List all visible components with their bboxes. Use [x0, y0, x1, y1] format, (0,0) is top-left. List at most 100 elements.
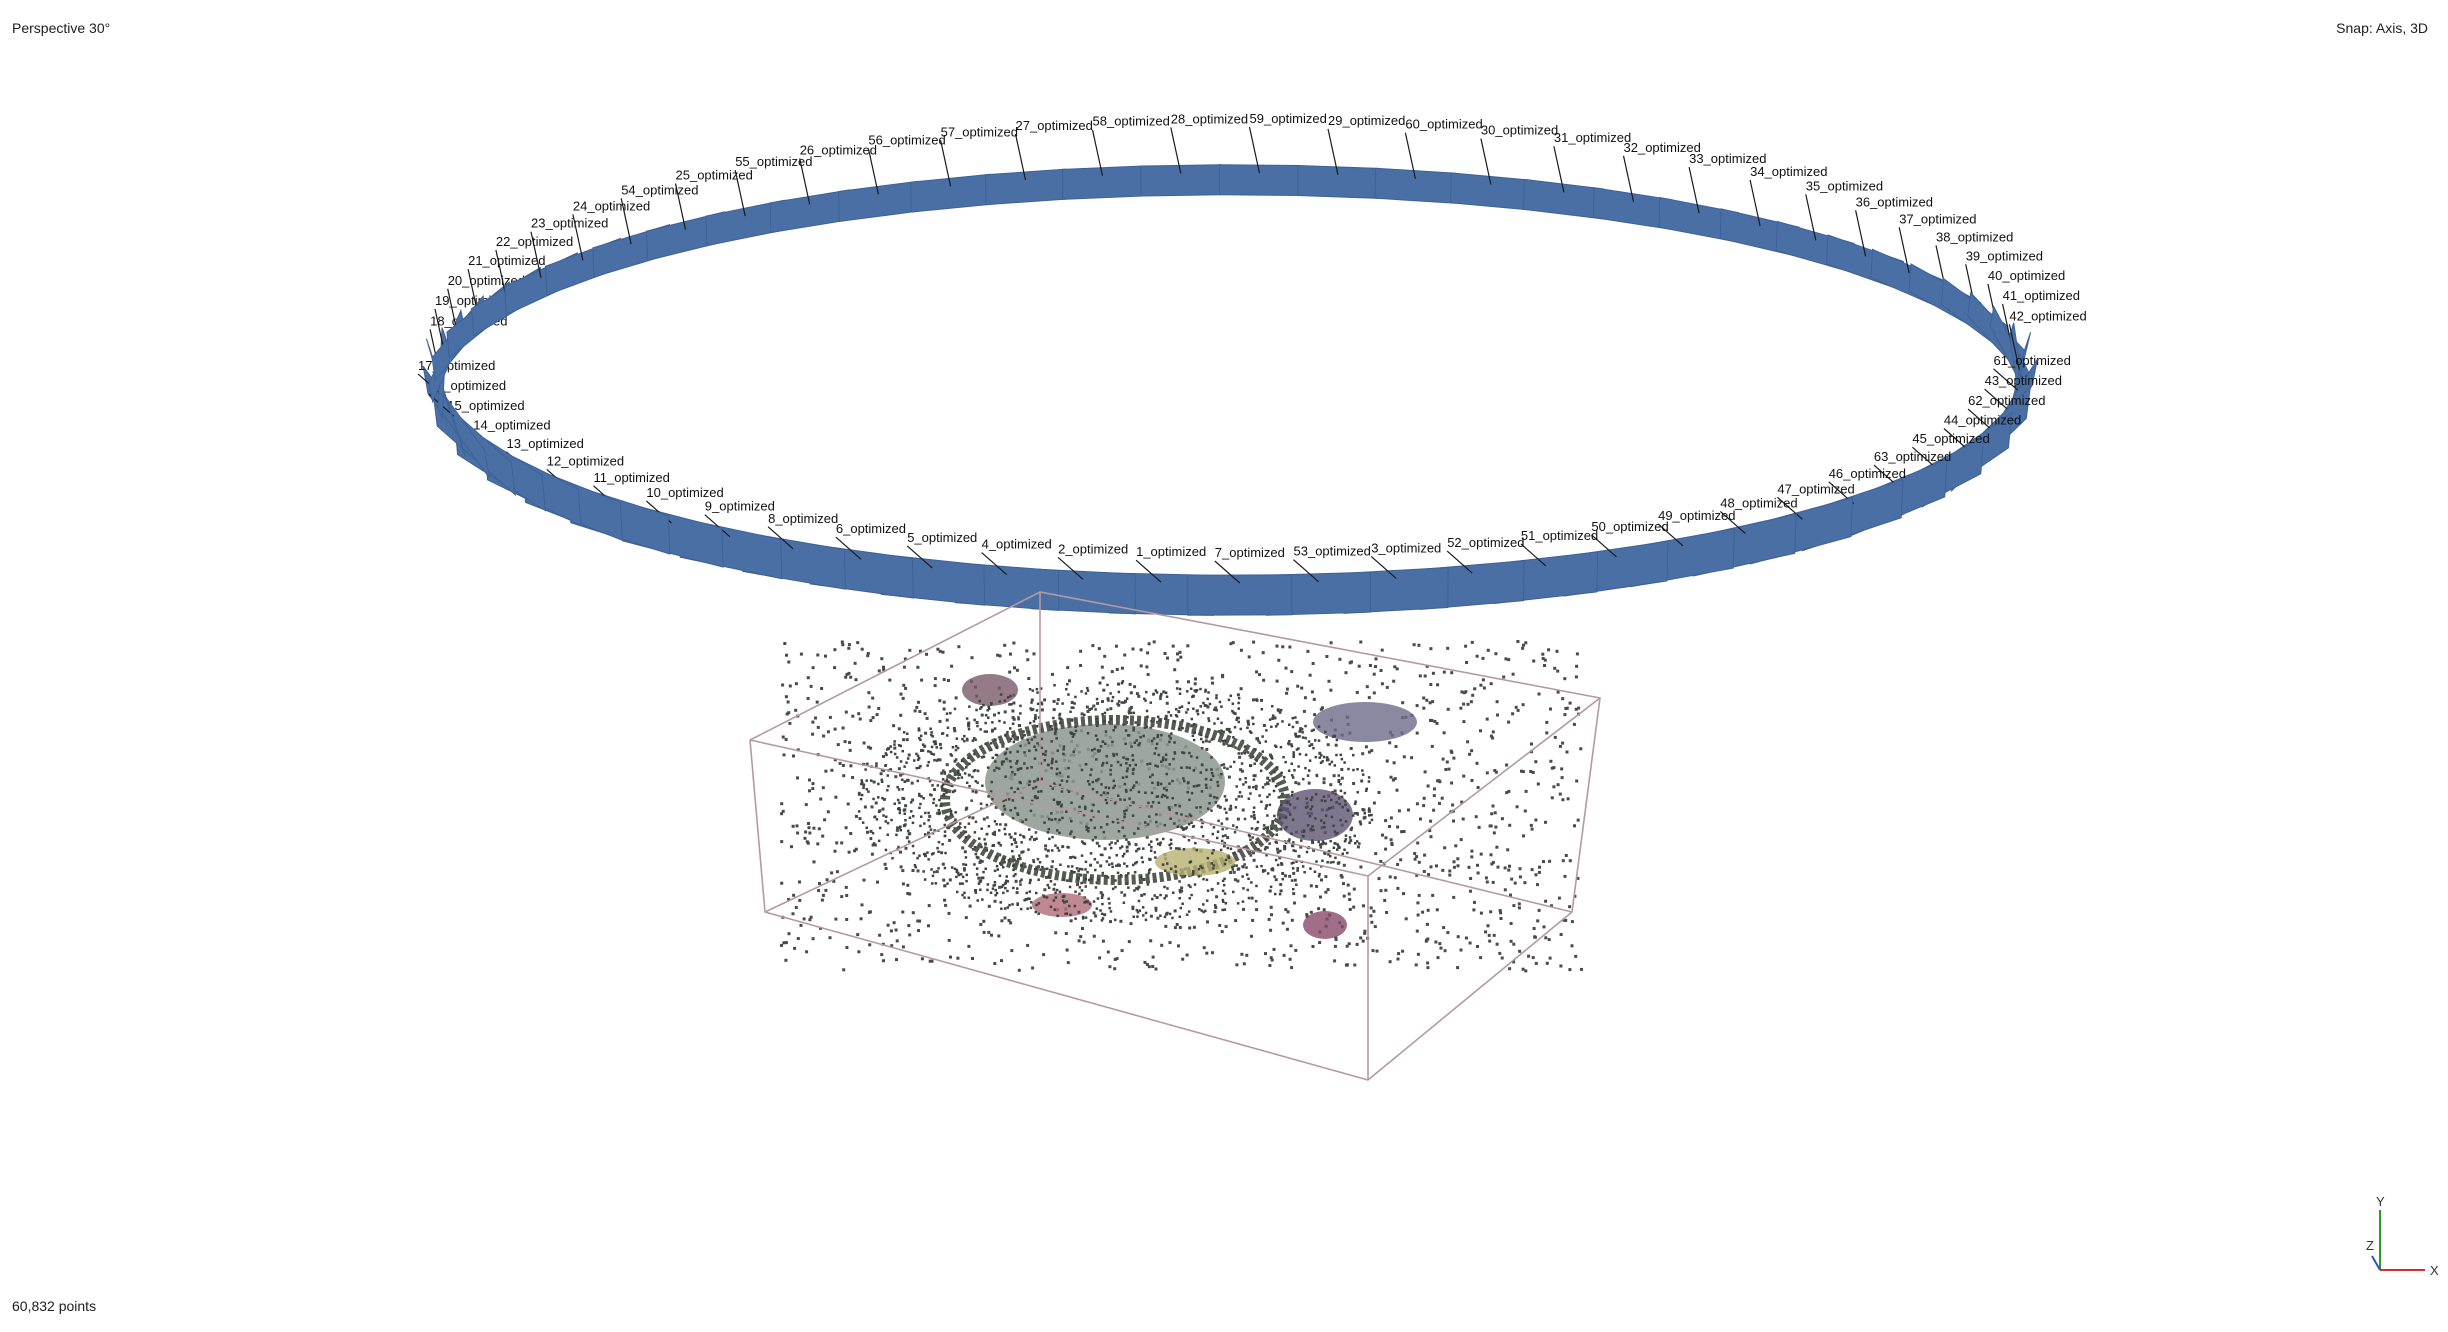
camera-label[interactable]: 35_optimized: [1806, 178, 1883, 193]
cloud-point: [1329, 688, 1333, 692]
camera-plane[interactable]: [1140, 164, 1222, 197]
cloud-point: [974, 820, 978, 824]
camera-plane[interactable]: [1523, 178, 1605, 220]
camera-label[interactable]: 30_optimized: [1481, 123, 1558, 138]
camera-label[interactable]: 28_optimized: [1171, 111, 1248, 126]
camera-label[interactable]: 38_optimized: [1936, 229, 2013, 244]
camera-label[interactable]: 55_optimized: [735, 154, 812, 169]
camera-label[interactable]: 45_optimized: [1912, 431, 1989, 446]
camera-label[interactable]: 14_optimized: [473, 417, 550, 432]
camera-label[interactable]: 58_optimized: [1093, 114, 1170, 129]
camera-label[interactable]: 24_optimized: [573, 198, 650, 213]
cloud-point: [1106, 815, 1109, 818]
cloud-point: [1143, 726, 1147, 729]
camera-label[interactable]: 31_optimized: [1554, 130, 1631, 145]
cloud-point: [1031, 799, 1034, 803]
camera-plane[interactable]: [1219, 164, 1300, 197]
camera-label[interactable]: 42_optimized: [2009, 308, 2086, 323]
camera-label[interactable]: 3_optimized: [1371, 540, 1441, 555]
camera-plane[interactable]: [1297, 164, 1379, 199]
camera-label[interactable]: 63_optimized: [1874, 449, 1951, 464]
cloud-point: [1168, 843, 1171, 847]
camera-label[interactable]: 25_optimized: [676, 168, 753, 183]
camera-label[interactable]: 2_optimized: [1058, 541, 1128, 556]
cloud-point: [986, 709, 989, 712]
cloud-point: [1101, 713, 1104, 716]
camera-label[interactable]: 54_optimized: [621, 182, 698, 197]
camera-label[interactable]: 15_optimized: [447, 398, 524, 413]
camera-label[interactable]: 53_optimized: [1294, 544, 1371, 559]
camera-label[interactable]: 29_optimized: [1328, 113, 1405, 128]
cloud-point: [1190, 893, 1193, 897]
camera-plane[interactable]: [1187, 574, 1293, 616]
camera-label[interactable]: 9_optimized: [705, 499, 775, 514]
camera-label[interactable]: 37_optimized: [1899, 211, 1976, 226]
camera-label[interactable]: 12_optimized: [547, 453, 624, 468]
camera-label[interactable]: 43_optimized: [1985, 373, 2062, 388]
camera-label[interactable]: 16_optimized: [429, 378, 506, 393]
cloud-point: [1281, 720, 1284, 723]
camera-plane[interactable]: [985, 168, 1067, 206]
camera-label[interactable]: 13_optimized: [507, 436, 584, 451]
camera-label[interactable]: 48_optimized: [1720, 495, 1797, 510]
cloud-point: [968, 705, 971, 708]
camera-label[interactable]: 26_optimized: [800, 142, 877, 157]
camera-label[interactable]: 17_optimized: [418, 358, 495, 373]
camera-label[interactable]: 40_optimized: [1988, 268, 2065, 283]
camera-label[interactable]: 44_optimized: [1944, 413, 2021, 428]
cloud-point: [1205, 768, 1208, 772]
cloud-point: [1188, 766, 1191, 770]
camera-plane[interactable]: [1374, 167, 1456, 204]
camera-label[interactable]: 56_optimized: [868, 132, 945, 147]
camera-label[interactable]: 27_optimized: [1016, 118, 1093, 133]
cloud-point: [1356, 845, 1360, 849]
camera-label[interactable]: 39_optimized: [1966, 248, 2043, 263]
camera-plane[interactable]: [769, 189, 851, 234]
camera-plane[interactable]: [1062, 165, 1144, 200]
camera-label[interactable]: 47_optimized: [1777, 481, 1854, 496]
cloud-point: [1051, 787, 1054, 790]
camera-label[interactable]: 8_optimized: [768, 511, 838, 526]
cloud-point: [1564, 918, 1568, 922]
camera-plane[interactable]: [1450, 172, 1532, 211]
camera-label[interactable]: 52_optimized: [1447, 535, 1524, 550]
camera-label[interactable]: 51_optimized: [1521, 528, 1598, 543]
camera-label[interactable]: 1_optimized: [1136, 544, 1206, 559]
camera-label[interactable]: 61_optimized: [1994, 353, 2071, 368]
camera-label[interactable]: 46_optimized: [1829, 466, 1906, 481]
cloud-point: [1012, 874, 1016, 878]
axis-z-label: Z: [2366, 1238, 2374, 1253]
camera-label[interactable]: 59_optimized: [1250, 111, 1327, 126]
cloud-point: [1121, 776, 1125, 779]
cloud-point: [1370, 920, 1374, 924]
camera-label[interactable]: 34_optimized: [1750, 164, 1827, 179]
cloud-point: [1367, 780, 1371, 783]
cloud-point: [1185, 766, 1189, 769]
cloud-point: [1491, 860, 1495, 864]
camera-label[interactable]: 36_optimized: [1856, 194, 1933, 209]
cloud-point: [1256, 820, 1260, 824]
camera-label[interactable]: 62_optimized: [1968, 393, 2045, 408]
camera-label[interactable]: 33_optimized: [1689, 151, 1766, 166]
camera-label[interactable]: 57_optimized: [941, 124, 1018, 139]
camera-label[interactable]: 10_optimized: [646, 485, 723, 500]
camera-label[interactable]: 20_optimized: [448, 273, 525, 288]
camera-label[interactable]: 6_optimized: [836, 521, 906, 536]
camera-label[interactable]: 21_optimized: [468, 253, 545, 268]
cloud-point: [930, 853, 934, 856]
camera-plane[interactable]: [910, 173, 992, 213]
camera-label[interactable]: 4_optimized: [982, 537, 1052, 552]
camera-plane[interactable]: [838, 180, 920, 222]
camera-label[interactable]: 49_optimized: [1658, 508, 1735, 523]
camera-label[interactable]: 32_optimized: [1624, 140, 1701, 155]
camera-label[interactable]: 5_optimized: [907, 530, 977, 545]
camera-label[interactable]: 23_optimized: [531, 216, 608, 231]
cloud-point: [1537, 870, 1541, 874]
camera-label[interactable]: 7_optimized: [1215, 545, 1285, 560]
camera-label[interactable]: 60_optimized: [1405, 117, 1482, 132]
camera-label[interactable]: 11_optimized: [594, 470, 670, 485]
camera-label[interactable]: 41_optimized: [2003, 288, 2080, 303]
camera-label[interactable]: 50_optimized: [1591, 519, 1668, 534]
camera-label[interactable]: 22_optimized: [496, 234, 573, 249]
